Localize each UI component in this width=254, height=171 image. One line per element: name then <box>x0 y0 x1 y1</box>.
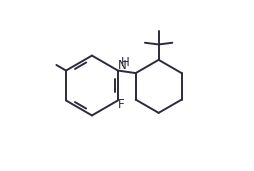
Text: N: N <box>118 59 127 72</box>
Text: H: H <box>121 56 130 69</box>
Text: F: F <box>118 98 125 111</box>
